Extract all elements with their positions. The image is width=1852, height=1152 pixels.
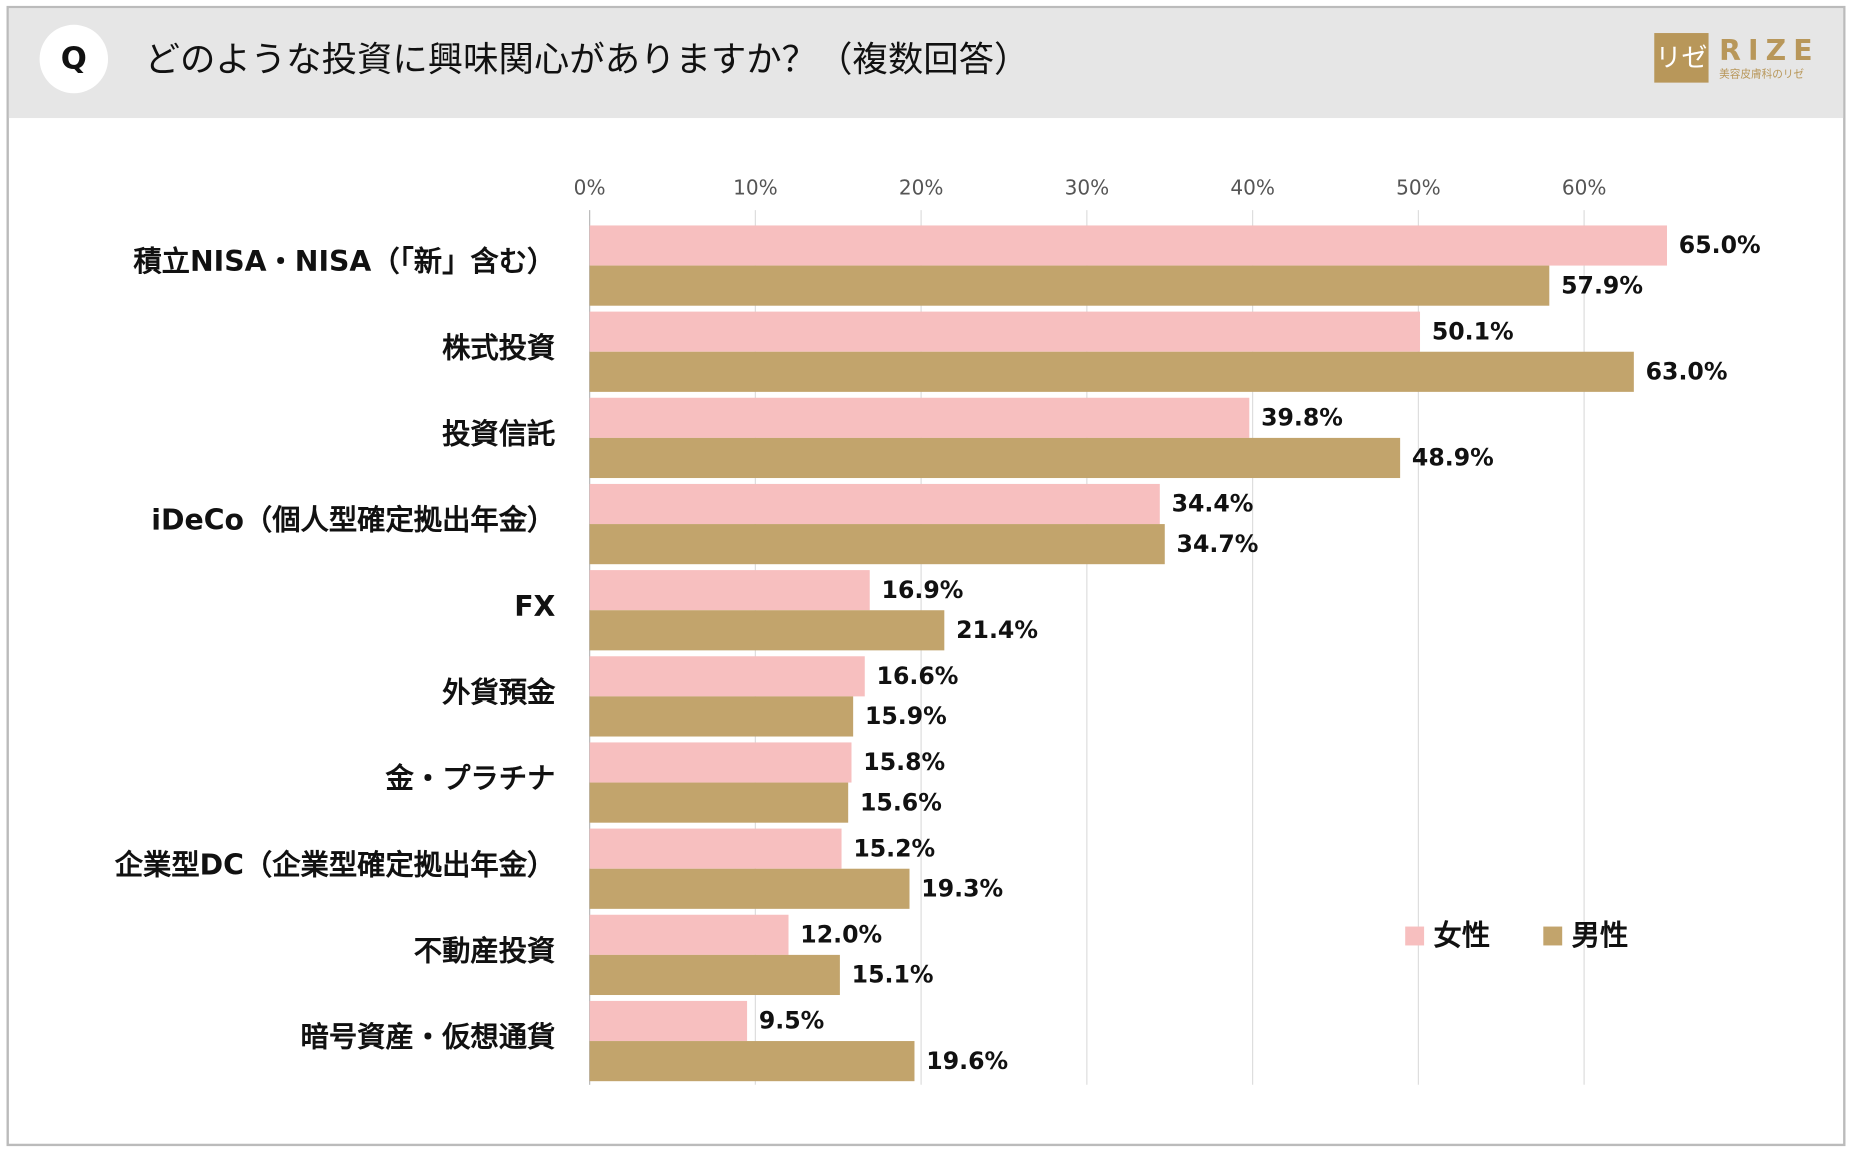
value-label: 48.9% — [1412, 444, 1494, 472]
value-label: 50.1% — [1432, 317, 1514, 345]
bar — [589, 828, 842, 869]
y-tick-label: iDeCo（個人型確定拠出年金） — [151, 504, 555, 537]
value-label: 15.1% — [852, 961, 934, 989]
value-label: 34.4% — [1172, 490, 1254, 518]
value-label: 15.9% — [865, 702, 947, 730]
bar — [589, 437, 1401, 479]
y-tick-label: 投資信託 — [442, 418, 555, 451]
value-label: 16.6% — [877, 662, 959, 690]
value-label: 15.6% — [860, 788, 942, 816]
legend-label: 男性 — [1572, 919, 1629, 952]
bar — [589, 914, 789, 955]
value-label: 12.0% — [800, 921, 882, 949]
x-tick-label: 10% — [733, 175, 778, 199]
y-tick-label: 株式投資 — [442, 331, 555, 364]
bar — [589, 351, 1634, 392]
bar — [589, 656, 865, 697]
logo-tagline: 美容皮膚科のリゼ — [1719, 67, 1804, 80]
value-label: 19.3% — [921, 874, 1003, 902]
bar — [589, 742, 852, 783]
legend-swatch — [1405, 926, 1425, 946]
logo-mark-bg — [1654, 33, 1709, 83]
x-tick-label: 60% — [1562, 175, 1607, 199]
bar — [589, 1000, 748, 1042]
x-tick-label: 20% — [899, 175, 944, 199]
y-tick-label: 不動産投資 — [414, 935, 556, 968]
bar — [589, 225, 1667, 266]
x-tick-label: 50% — [1396, 175, 1441, 199]
y-tick-label: 暗号資産・仮想通貨 — [301, 1021, 556, 1054]
value-label: 65.0% — [1679, 231, 1761, 259]
value-label: 15.2% — [853, 834, 935, 862]
y-tick-label: 外貨預金 — [442, 676, 556, 709]
y-tick-label: 企業型DC（企業型確定拠出年金） — [115, 848, 556, 881]
logo-mark: リゼ — [1655, 44, 1707, 74]
value-label: 16.9% — [882, 576, 964, 604]
y-tick-label: 金・プラチナ — [385, 762, 556, 795]
bar — [589, 265, 1550, 306]
x-tick-label: 0% — [574, 175, 606, 199]
bar — [589, 868, 910, 909]
bar — [589, 610, 945, 651]
bar — [589, 524, 1165, 565]
legend-swatch — [1543, 926, 1563, 946]
value-label: 57.9% — [1561, 271, 1643, 299]
value-label: 63.0% — [1646, 357, 1728, 385]
bar — [589, 696, 854, 737]
y-tick-label: FX — [514, 590, 555, 623]
badge-circle — [39, 24, 109, 94]
legend-label: 女性 — [1434, 919, 1491, 952]
bar — [589, 1041, 915, 1082]
value-label: 34.7% — [1177, 530, 1259, 558]
badge: Q — [61, 42, 87, 77]
bar — [589, 483, 1160, 525]
logo-name: RIZE — [1719, 34, 1820, 67]
value-label: 9.5% — [759, 1007, 824, 1035]
value-label: 15.8% — [863, 748, 945, 776]
value-label: 21.4% — [956, 616, 1038, 644]
bar — [589, 311, 1421, 352]
bar — [589, 570, 870, 611]
bar — [589, 954, 840, 996]
frame — [6, 5, 1846, 1147]
x-tick-label: 40% — [1230, 175, 1275, 199]
x-tick-label: 30% — [1065, 175, 1110, 199]
bar — [589, 782, 849, 823]
value-label: 19.6% — [926, 1047, 1008, 1075]
y-tick-label: 積立NISA・NISA（「新」含む） — [133, 245, 555, 278]
header — [8, 8, 1844, 119]
bar — [589, 397, 1250, 438]
chart-title: どのような投資に興味関心がありますか？（複数回答） — [145, 39, 1030, 80]
value-label: 39.8% — [1261, 404, 1343, 432]
